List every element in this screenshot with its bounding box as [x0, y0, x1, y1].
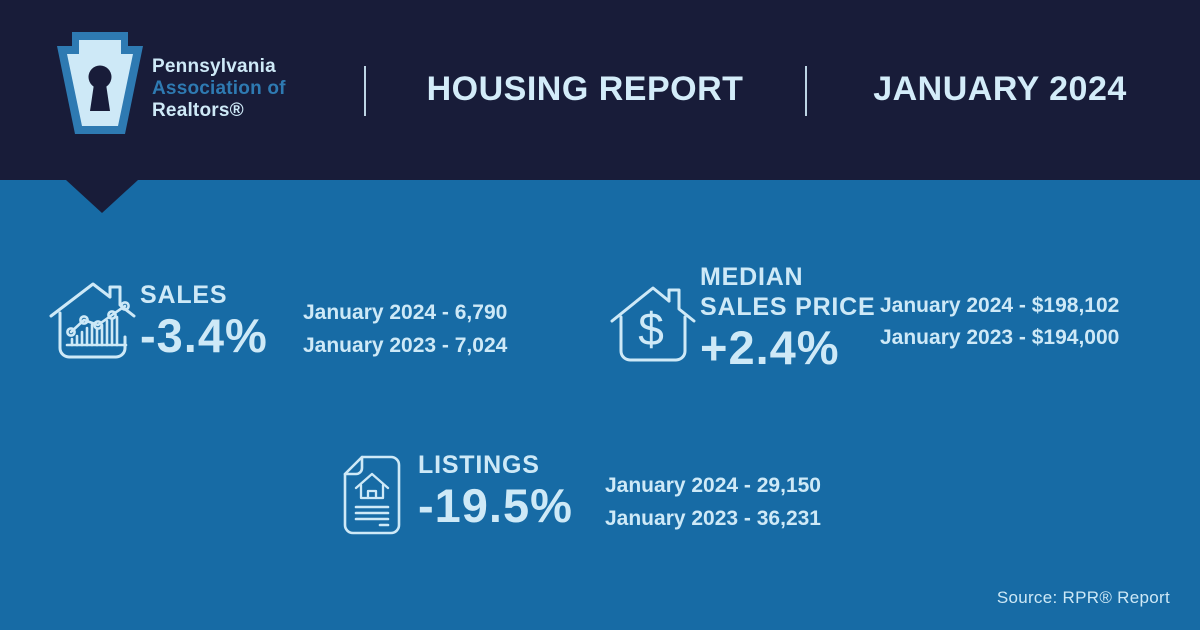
logo-line-1: Pennsylvania — [152, 56, 276, 77]
listing-document-icon — [343, 455, 401, 535]
listings-data-2024: January 2024 - 29,150 — [605, 474, 821, 497]
sales-data-2023: January 2023 - 7,024 — [303, 334, 508, 357]
median-data-2023: January 2023 - $194,000 — [880, 326, 1120, 349]
keystone-logo-icon — [57, 32, 143, 134]
logo-line-3: Realtors® — [152, 100, 244, 121]
sales-data-2024: January 2024 - 6,790 — [303, 301, 508, 324]
logo-line-2: Association of — [152, 78, 286, 99]
listings-change-value: -19.5% — [418, 479, 573, 532]
sales-data-lines: January 2024 - 6,790 January 2023 - 7,02… — [303, 296, 507, 362]
header-bar — [0, 0, 1200, 180]
median-data-lines: January 2024 - $198,102 January 2023 - $… — [880, 290, 1119, 354]
source-attribution: Source: RPR® Report — [996, 588, 1170, 607]
header-divider-right — [805, 66, 807, 116]
median-data-2024: January 2024 - $198,102 — [880, 294, 1120, 317]
median-change-value: +2.4% — [700, 321, 840, 374]
listings-label: LISTINGS — [418, 451, 540, 479]
sales-change-value: -3.4% — [140, 309, 268, 362]
dollar-glyph: $ — [638, 303, 664, 355]
median-label-line1: MEDIAN — [700, 263, 804, 291]
report-period: JANUARY 2024 — [873, 70, 1127, 108]
logo-wordmark: Pennsylvania Association of Realtors® — [152, 56, 286, 122]
header-divider-left — [364, 66, 366, 116]
listings-stat: LISTINGS -19.5% — [418, 450, 573, 532]
header-notch-triangle — [66, 180, 138, 213]
report-title: HOUSING REPORT — [426, 70, 744, 108]
median-label-line2: SALES PRICE — [700, 293, 876, 321]
listings-data-lines: January 2024 - 29,150 January 2023 - 36,… — [605, 469, 821, 535]
sales-label: SALES — [140, 281, 228, 309]
house-chart-icon — [46, 275, 140, 369]
listings-data-2023: January 2023 - 36,231 — [605, 507, 821, 530]
median-sales-price-stat: MEDIAN SALES PRICE +2.4% — [700, 262, 876, 374]
sales-stat: SALES -3.4% — [140, 280, 268, 362]
house-dollar-icon: $ — [608, 279, 698, 369]
